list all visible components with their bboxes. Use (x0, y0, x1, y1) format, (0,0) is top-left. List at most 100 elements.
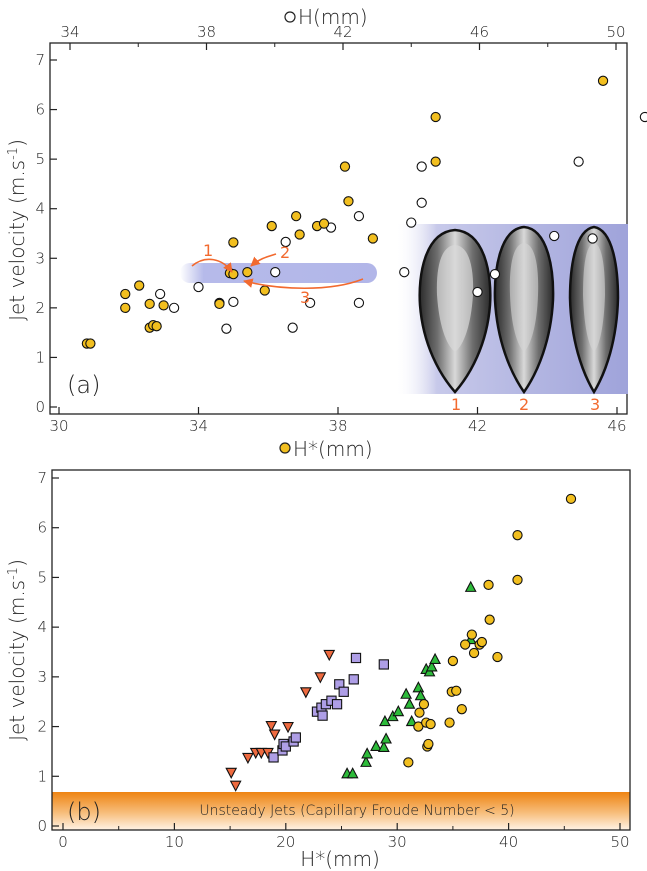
ytick-label-b-2: 2 (37, 718, 47, 736)
filled-point (242, 267, 253, 278)
circle-point (451, 685, 462, 696)
open-point (406, 217, 417, 228)
arrow-3 (243, 278, 364, 290)
up-triangle-point (412, 681, 425, 693)
ylabel-a: Jet velocity (m.s-1) (5, 139, 29, 321)
square-point (378, 659, 389, 670)
down-triangle-point (314, 672, 327, 684)
ytick-label-a-1: 1 (35, 348, 45, 366)
up-triangle-point (414, 689, 427, 701)
down-triangle-point (268, 729, 281, 741)
filled-point (214, 298, 225, 310)
xtick-top-label-0: 34 (60, 23, 79, 41)
filled-point (228, 268, 239, 280)
unsteady-band (52, 792, 630, 830)
arrow-label-1: 1 (203, 241, 213, 260)
bottom-axis-title-a: H*(mm) (279, 437, 373, 461)
circle-point (418, 699, 430, 710)
square-point (268, 752, 279, 763)
open-point (587, 233, 598, 244)
top-axis-title: H(mm) (284, 5, 368, 29)
ytick-label-b-4: 4 (37, 618, 47, 636)
circle-point (423, 738, 434, 750)
square-point (348, 674, 359, 685)
ytick-label-a-0: 0 (35, 398, 45, 416)
circle-point (447, 655, 459, 667)
up-triangle-point (346, 767, 359, 779)
open-point (270, 267, 281, 278)
up-triangle-point (360, 755, 372, 767)
circle-point (492, 651, 503, 663)
xtick-top-label-4: 50 (606, 23, 625, 41)
open-point (193, 281, 204, 293)
circle-point (460, 639, 471, 650)
circle-point (466, 629, 477, 640)
top-xlabel: H(mm) (298, 5, 368, 29)
circle-point (476, 636, 488, 648)
drop-3 (568, 225, 620, 395)
filled-point (430, 111, 441, 123)
ytick-label-b-6: 6 (37, 519, 47, 537)
ytick-label-a-6: 6 (35, 101, 45, 119)
xtick-label-b-5: 50 (610, 833, 629, 851)
open-point (549, 230, 560, 242)
square-point (331, 699, 343, 710)
xtick-label-b-1: 10 (165, 833, 184, 851)
down-triangle-point (229, 780, 242, 792)
xtick-top-label-1: 38 (197, 23, 216, 41)
ytick-label-b-1: 1 (37, 767, 47, 785)
filled-point (259, 285, 270, 296)
panel-a-label: (a) (67, 371, 100, 399)
square-point (290, 732, 301, 743)
xtick-label-a-3: 42 (468, 417, 487, 435)
circle-point (565, 493, 577, 505)
ytick-label-b-5: 5 (37, 568, 47, 586)
circle-point (512, 530, 523, 541)
panel-b-points (225, 493, 577, 792)
filled-point (151, 321, 162, 332)
arrow-label-3: 3 (300, 288, 310, 307)
xtick-label-a-1: 34 (189, 417, 208, 435)
up-triangle-point (370, 739, 382, 752)
up-triangle-point (361, 747, 374, 759)
filled-point (134, 280, 145, 291)
xtick-label-a-4: 46 (607, 417, 626, 435)
inset-image: 1 2 3 (395, 224, 628, 414)
ytick-label-b-3: 3 (37, 668, 47, 686)
square-point (338, 686, 349, 697)
up-triangle-point (464, 580, 477, 592)
panel-b: Unsteady Jets (Capillary Froude Number <… (5, 469, 631, 871)
arrow-1 (191, 258, 233, 273)
open-point (472, 286, 483, 298)
open-point (353, 210, 365, 222)
ytick-label-a-4: 4 (35, 200, 45, 218)
down-triangle-point (265, 721, 278, 733)
inset-label-2: 2 (519, 395, 529, 414)
xtick-label-b-3: 30 (388, 833, 407, 851)
open-point (416, 161, 427, 172)
ytick-label-a-2: 2 (35, 299, 45, 317)
open-point (287, 322, 298, 333)
up-triangle-point (380, 732, 392, 744)
xlabel-a: H*(mm) (293, 437, 373, 461)
open-point (304, 297, 316, 309)
xtick-label-b-4: 40 (499, 833, 518, 851)
filled-point (339, 161, 351, 172)
drop-2 (493, 225, 555, 395)
square-point (350, 652, 362, 664)
panel-b-frame (51, 469, 631, 831)
filled-point (318, 218, 330, 229)
xtick-top-label-2: 42 (333, 23, 352, 41)
open-point (573, 156, 584, 167)
filled-point (294, 229, 305, 240)
down-triangle-point (282, 722, 294, 734)
circle-point (456, 704, 467, 715)
ytick-label-a-5: 5 (35, 150, 45, 168)
filled-point (266, 220, 277, 232)
filled-circle-legend-icon (279, 442, 291, 454)
xtick-label-a-0: 30 (49, 417, 68, 435)
filled-point (120, 288, 131, 300)
down-triangle-point (225, 767, 238, 779)
open-point (221, 323, 232, 334)
